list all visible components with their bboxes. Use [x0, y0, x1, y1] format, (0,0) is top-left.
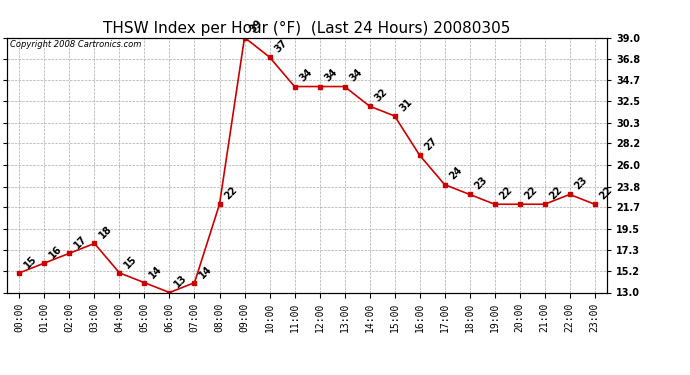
Text: 32: 32 — [373, 87, 389, 104]
Text: 27: 27 — [422, 136, 439, 152]
Text: 14: 14 — [197, 263, 214, 280]
Text: 18: 18 — [97, 224, 114, 241]
Text: 22: 22 — [222, 185, 239, 201]
Text: 37: 37 — [273, 38, 289, 54]
Text: 22: 22 — [547, 185, 564, 201]
Text: 15: 15 — [22, 254, 39, 270]
Text: 14: 14 — [147, 263, 164, 280]
Text: 15: 15 — [122, 254, 139, 270]
Text: 34: 34 — [347, 67, 364, 84]
Text: 22: 22 — [522, 185, 539, 201]
Text: 23: 23 — [573, 175, 589, 192]
Text: 34: 34 — [322, 67, 339, 84]
Text: 22: 22 — [598, 185, 614, 201]
Text: 34: 34 — [297, 67, 314, 84]
Text: 16: 16 — [47, 244, 63, 260]
Text: 13: 13 — [172, 273, 189, 290]
Text: 24: 24 — [447, 165, 464, 182]
Title: THSW Index per Hour (°F)  (Last 24 Hours) 20080305: THSW Index per Hour (°F) (Last 24 Hours)… — [104, 21, 511, 36]
Text: 22: 22 — [497, 185, 514, 201]
Text: 23: 23 — [473, 175, 489, 192]
Text: Copyright 2008 Cartronics.com: Copyright 2008 Cartronics.com — [10, 40, 141, 49]
Text: 17: 17 — [72, 234, 89, 250]
Text: 31: 31 — [397, 97, 414, 113]
Text: 39: 39 — [247, 18, 264, 35]
